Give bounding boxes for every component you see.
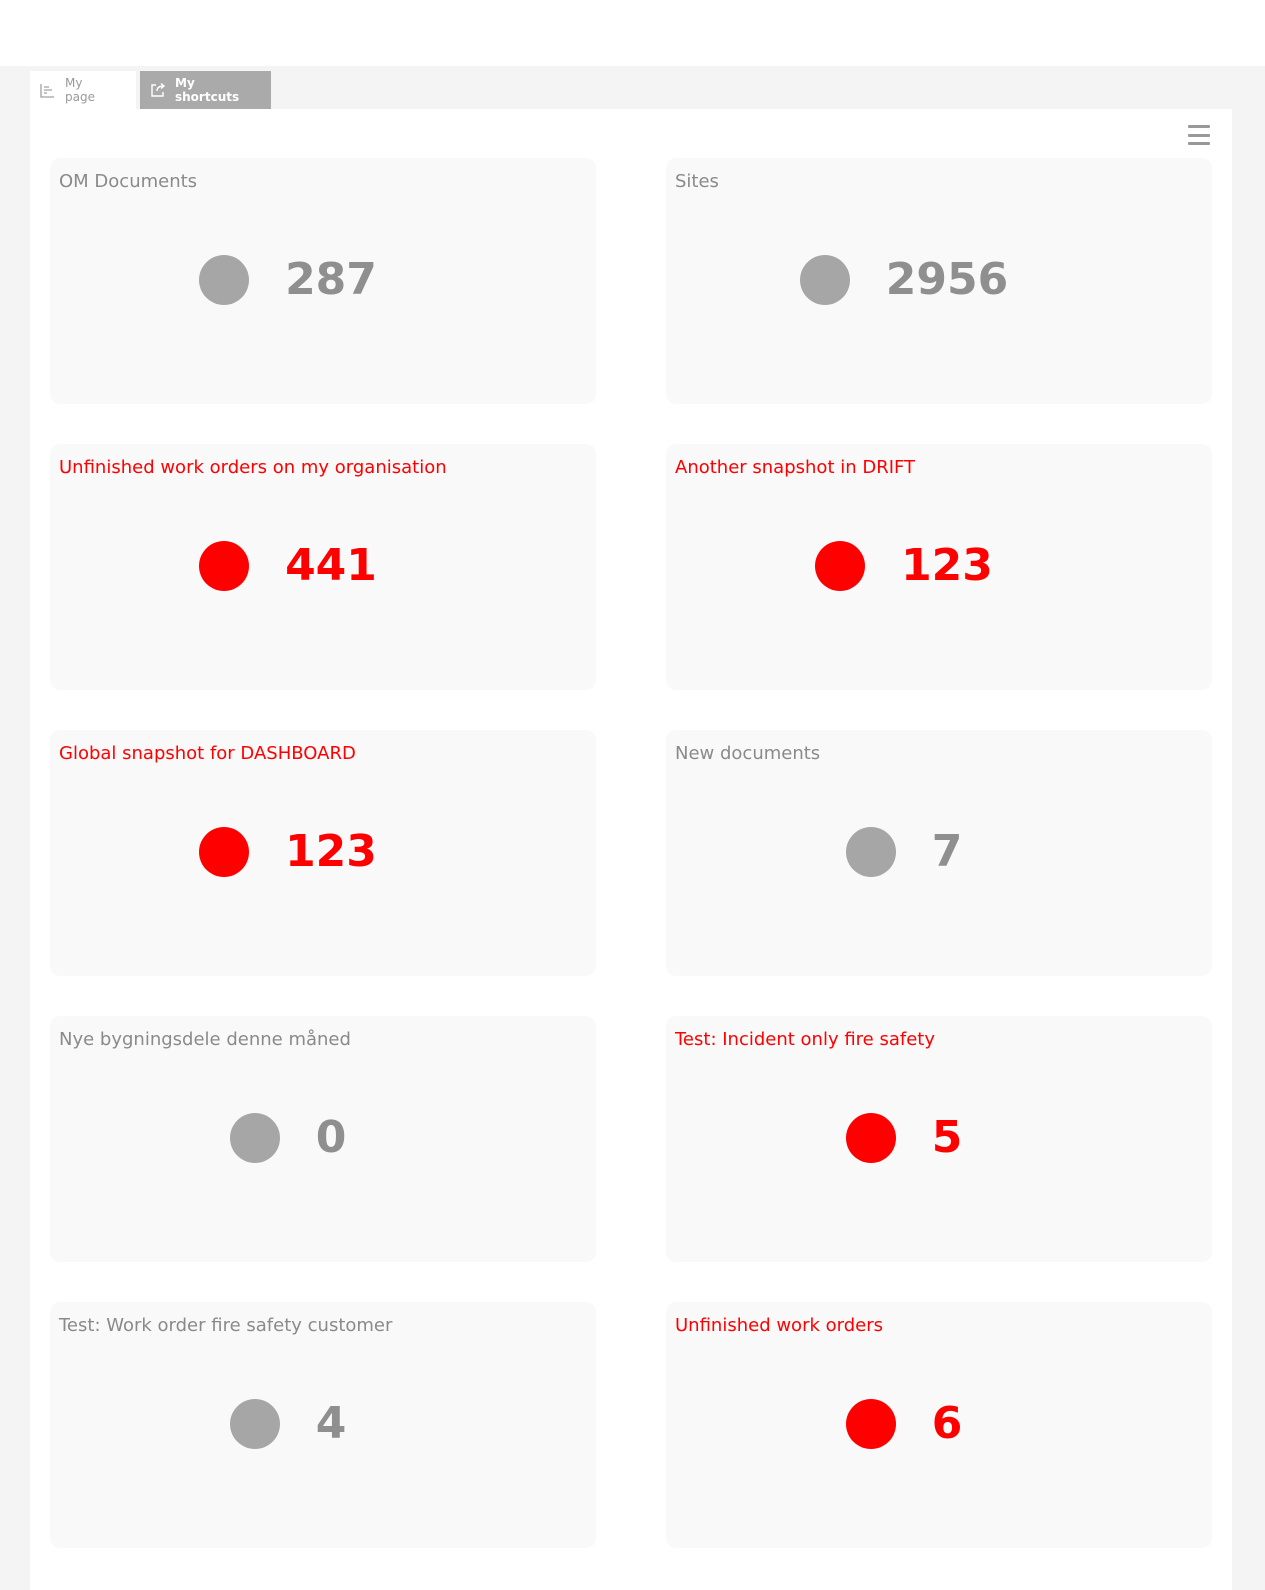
card-title: Test: Incident only fire safety (675, 1029, 935, 1050)
shortcut-card[interactable]: Test: Work order fire safety customer 4 (50, 1302, 596, 1548)
status-dot-icon (199, 255, 250, 305)
card-metric: 6 (666, 1399, 1212, 1449)
card-value: 5 (931, 1112, 963, 1163)
shortcut-card[interactable]: Nye bygningsdele denne måned 0 (50, 1016, 596, 1262)
shortcut-card[interactable]: OM Documents 287 (50, 158, 596, 404)
tab-my-page[interactable]: My page (30, 71, 136, 109)
tab-my-page-label: My page (65, 76, 95, 104)
shortcut-card[interactable]: Unfinished work orders on my organisatio… (50, 444, 596, 690)
external-link-icon (151, 82, 166, 97)
card-title: Nye bygningsdele denne måned (59, 1029, 351, 1050)
status-dot-icon (199, 827, 250, 877)
shortcut-card[interactable]: Test: Incident only fire safety 5 (666, 1016, 1212, 1262)
card-title: Sites (675, 171, 719, 192)
card-title: Unfinished work orders on my organisatio… (59, 457, 447, 478)
top-bar (0, 0, 1265, 66)
status-dot-icon (229, 1399, 280, 1449)
tab-my-shortcuts-label: My shortcuts (175, 76, 240, 104)
menu-line (1188, 142, 1210, 145)
status-dot-icon (845, 1399, 896, 1449)
shortcut-card[interactable]: Unfinished work orders 6 (666, 1302, 1212, 1548)
status-dot-icon (199, 541, 250, 591)
card-value: 441 (285, 540, 377, 591)
card-metric: 7 (666, 827, 1212, 877)
status-dot-icon (845, 1113, 896, 1163)
menu-line (1188, 125, 1210, 128)
shortcut-card[interactable]: Another snapshot in DRIFT 123 (666, 444, 1212, 690)
card-title: OM Documents (59, 171, 198, 192)
card-value: 123 (901, 540, 993, 591)
card-metric: 441 (50, 541, 596, 591)
card-value: 4 (315, 1398, 347, 1449)
card-value: 6 (931, 1398, 963, 1449)
card-value: 123 (285, 826, 377, 877)
card-value: 0 (315, 1112, 347, 1163)
card-metric: 0 (50, 1113, 596, 1163)
shortcut-card[interactable]: Global snapshot for DASHBOARD 123 (50, 730, 596, 976)
card-metric: 123 (50, 827, 596, 877)
tab-my-shortcuts[interactable]: My shortcuts (140, 71, 271, 109)
card-value: 2956 (885, 254, 1009, 305)
shortcut-card[interactable]: Sites 2956 (666, 158, 1212, 404)
card-metric: 4 (50, 1399, 596, 1449)
card-value: 287 (285, 254, 377, 305)
shortcut-card[interactable]: New documents 7 (666, 730, 1212, 976)
status-dot-icon (229, 1113, 280, 1163)
card-metric: 123 (666, 541, 1212, 591)
menu-line (1188, 133, 1210, 137)
card-metric: 287 (50, 255, 596, 305)
card-title: New documents (675, 743, 821, 764)
card-metric: 2956 (666, 255, 1212, 305)
status-dot-icon (845, 827, 896, 877)
status-dot-icon (815, 541, 866, 591)
chart-icon (40, 83, 54, 98)
shortcuts-panel: OM Documents 287 Sites 2956 Unfinished w… (30, 109, 1232, 1590)
card-value: 7 (931, 826, 963, 877)
card-title: Unfinished work orders (675, 1315, 883, 1336)
tab-bar: My page My shortcuts (30, 71, 271, 109)
card-metric: 5 (666, 1113, 1212, 1163)
hamburger-menu-icon[interactable] (1188, 125, 1210, 145)
card-title: Global snapshot for DASHBOARD (59, 743, 356, 764)
card-title: Another snapshot in DRIFT (675, 457, 916, 478)
status-dot-icon (799, 255, 850, 305)
card-title: Test: Work order fire safety customer (59, 1315, 393, 1336)
